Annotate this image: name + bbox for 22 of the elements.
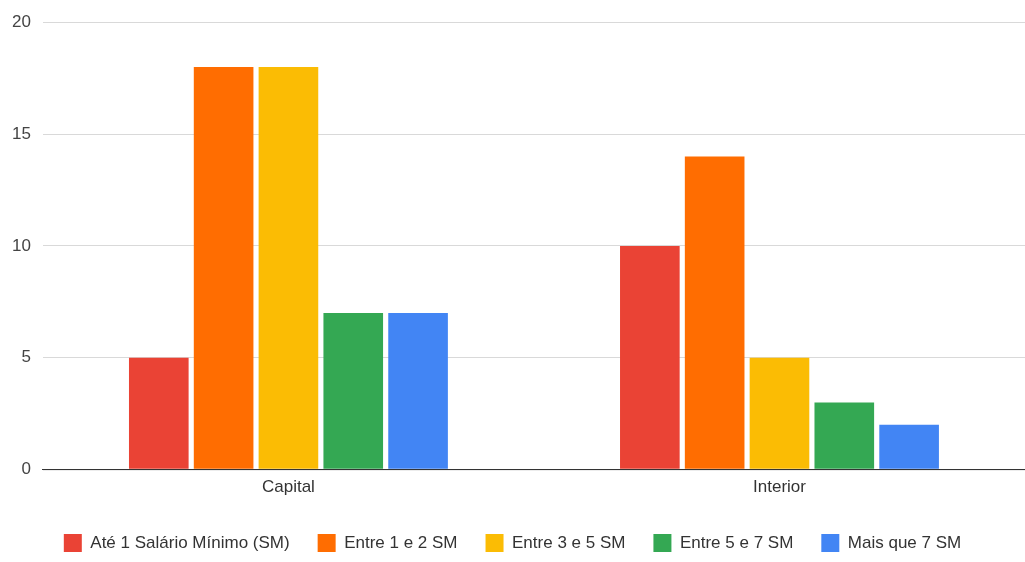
legend-label: Entre 1 e 2 SM (344, 532, 458, 552)
bar (258, 66, 319, 469)
y-tick-label: 15 (11, 123, 31, 143)
x-tick-label: Interior (753, 477, 807, 497)
bar (879, 424, 939, 469)
y-tick-label: 0 (21, 459, 31, 479)
bar (749, 357, 810, 469)
bar (128, 357, 189, 469)
legend-label: Até 1 Salário Mínimo (SM) (90, 532, 290, 552)
y-tick-label: 5 (21, 347, 31, 367)
bar (814, 402, 875, 469)
y-tick-label: 20 (11, 11, 31, 31)
bar (193, 66, 254, 469)
x-tick-label: Capital (261, 477, 315, 497)
legend-label: Entre 5 e 7 SM (679, 532, 794, 552)
bar (620, 245, 680, 469)
bar (323, 313, 384, 469)
y-tick-label: 10 (11, 235, 31, 255)
legend-label: Mais que 7 SM (847, 532, 962, 552)
bar (388, 313, 448, 469)
bar (684, 156, 745, 469)
legend-label: Entre 3 e 5 SM (512, 532, 626, 552)
